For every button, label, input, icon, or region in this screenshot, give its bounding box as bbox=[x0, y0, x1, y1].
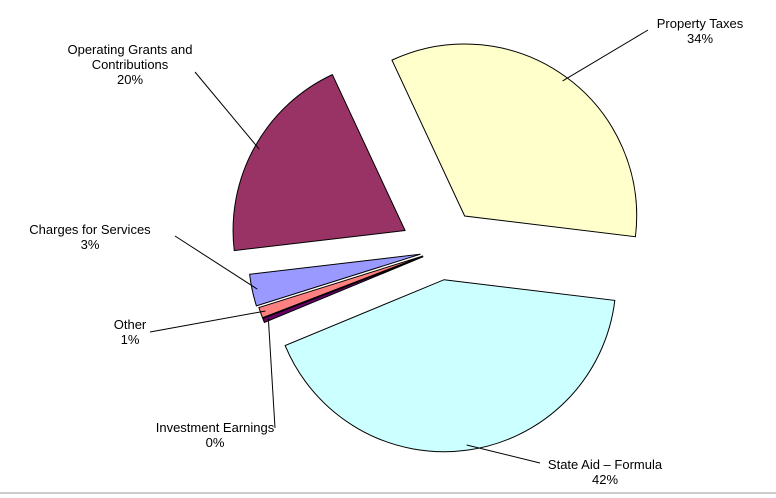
slice-label: State Aid – Formula bbox=[547, 457, 663, 472]
pie-slice bbox=[258, 255, 424, 319]
slice-label: Other bbox=[113, 317, 147, 332]
slice-value-label: 1% bbox=[120, 332, 140, 347]
pie-slice bbox=[391, 43, 638, 238]
slice-value-label: 0% bbox=[205, 435, 225, 450]
pie-slice bbox=[284, 279, 616, 453]
slice-value-label: 20% bbox=[116, 72, 144, 87]
slice-value-label: 3% bbox=[80, 237, 100, 252]
pie-slice bbox=[249, 253, 421, 307]
pie-slice bbox=[232, 73, 406, 252]
slice-value-label: 42% bbox=[591, 472, 619, 487]
leader-line bbox=[562, 29, 649, 82]
slice-label: Investment Earnings bbox=[155, 420, 275, 435]
leader-line bbox=[174, 235, 258, 290]
pie-slice bbox=[262, 256, 424, 324]
leader-line bbox=[149, 310, 266, 333]
slice-label: Charges for Services bbox=[29, 222, 151, 237]
slice-value-label: 34% bbox=[686, 31, 714, 46]
slice-label: Operating Grants and Contributions bbox=[67, 42, 193, 72]
leader-line bbox=[267, 318, 276, 429]
leader-line bbox=[466, 444, 541, 464]
leader-line bbox=[194, 71, 260, 150]
slice-label: Property Taxes bbox=[656, 16, 744, 31]
